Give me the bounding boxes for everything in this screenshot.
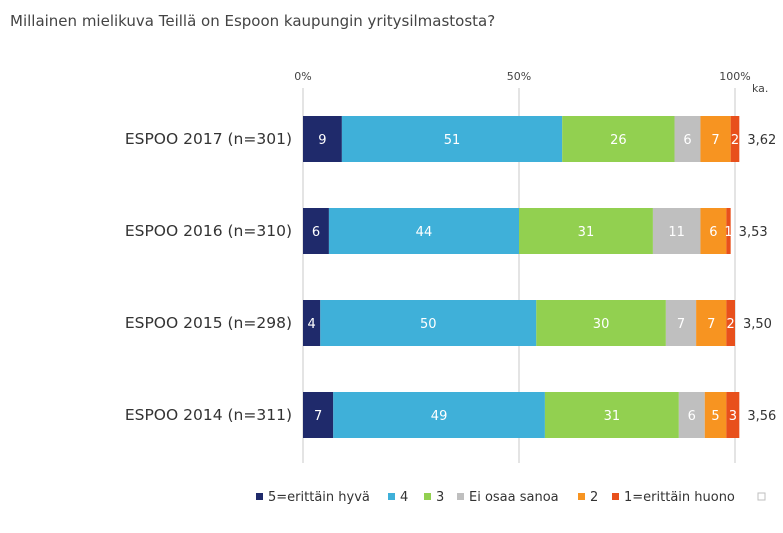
bar-data-label: 51 <box>444 133 461 148</box>
bar-data-label: 1 <box>724 225 732 240</box>
category-label: ESPOO 2014 (n=311) <box>125 406 292 424</box>
bar-segment <box>665 300 697 346</box>
bar-segment <box>696 300 727 346</box>
bar-segment <box>652 208 701 254</box>
legend-swatch <box>388 493 395 500</box>
bar-data-label: 50 <box>420 317 437 332</box>
bar-segment <box>726 300 735 346</box>
legend-swatch <box>578 493 585 500</box>
bar-segment <box>341 116 563 162</box>
legend-entry: 2 <box>590 490 598 505</box>
bar-data-label: 6 <box>683 133 691 148</box>
bar-data-label: 2 <box>727 317 735 332</box>
bar-data-label: 44 <box>416 225 433 240</box>
bar-segment <box>562 116 675 162</box>
bar-segment <box>519 208 653 254</box>
x-tick-label: 100% <box>719 70 750 83</box>
bar-segment <box>333 392 545 438</box>
bar-data-label: 6 <box>688 409 696 424</box>
mean-value: 3,62 <box>747 133 776 148</box>
mean-value: 3,53 <box>739 225 768 240</box>
legend-entry: 4 <box>400 490 408 505</box>
mean-value: 3,56 <box>747 409 776 424</box>
mean-header: ka. <box>752 82 768 95</box>
bar-data-label: 6 <box>709 225 717 240</box>
bar-data-label: 31 <box>578 225 595 240</box>
legend-entry: 3 <box>436 490 444 505</box>
category-label: ESPOO 2015 (n=298) <box>125 314 292 332</box>
bar-data-label: 30 <box>593 317 610 332</box>
mean-value: 3,50 <box>743 317 772 332</box>
x-tick-label: 0% <box>294 70 311 83</box>
bar-segment <box>536 300 666 346</box>
bar-segment <box>320 300 537 346</box>
bar-data-label: 7 <box>707 317 715 332</box>
bar-data-label: 6 <box>312 225 320 240</box>
chart-title: Millainen mielikuva Teillä on Espoon kau… <box>10 12 496 30</box>
bar-segment <box>678 392 705 438</box>
legend-swatch <box>424 493 431 500</box>
bar-segment <box>303 300 321 346</box>
legend-entry: 1=erittäin huono <box>624 490 735 505</box>
bar-data-label: 11 <box>668 225 685 240</box>
bar-data-label: 7 <box>677 317 685 332</box>
category-label: ESPOO 2016 (n=310) <box>125 222 292 240</box>
bar-segment <box>700 116 731 162</box>
bar-segment <box>730 116 740 162</box>
legend-swatch <box>256 493 263 500</box>
legend-swatch <box>612 493 619 500</box>
bar-data-label: 26 <box>610 133 627 148</box>
bar-data-label: 31 <box>604 409 621 424</box>
legend-entry: Ei osaa sanoa <box>469 490 559 505</box>
bar-segment <box>303 208 329 254</box>
legend-swatch <box>757 492 766 501</box>
bar-segment <box>726 208 731 254</box>
bar-segment <box>303 392 334 438</box>
bar-segment <box>704 392 727 438</box>
x-tick-label: 50% <box>507 70 531 83</box>
bar-data-label: 7 <box>314 409 322 424</box>
bar-data-label: 5 <box>711 409 719 424</box>
legend-swatch <box>457 493 464 500</box>
bar-segment <box>726 392 740 438</box>
bar-segment <box>303 116 342 162</box>
bar-segment <box>674 116 701 162</box>
bar-data-label: 7 <box>711 133 719 148</box>
bar-segment <box>700 208 727 254</box>
bar-data-label: 4 <box>307 317 315 332</box>
bar-data-label: 49 <box>431 409 448 424</box>
category-label: ESPOO 2017 (n=301) <box>125 130 292 148</box>
legend-entry: 5=erittäin hyvä <box>268 490 370 505</box>
bar-segment <box>328 208 519 254</box>
bar-data-label: 2 <box>731 133 739 148</box>
bar-segment <box>544 392 679 438</box>
bar-data-label: 9 <box>318 133 326 148</box>
bar-data-label: 3 <box>729 409 737 424</box>
